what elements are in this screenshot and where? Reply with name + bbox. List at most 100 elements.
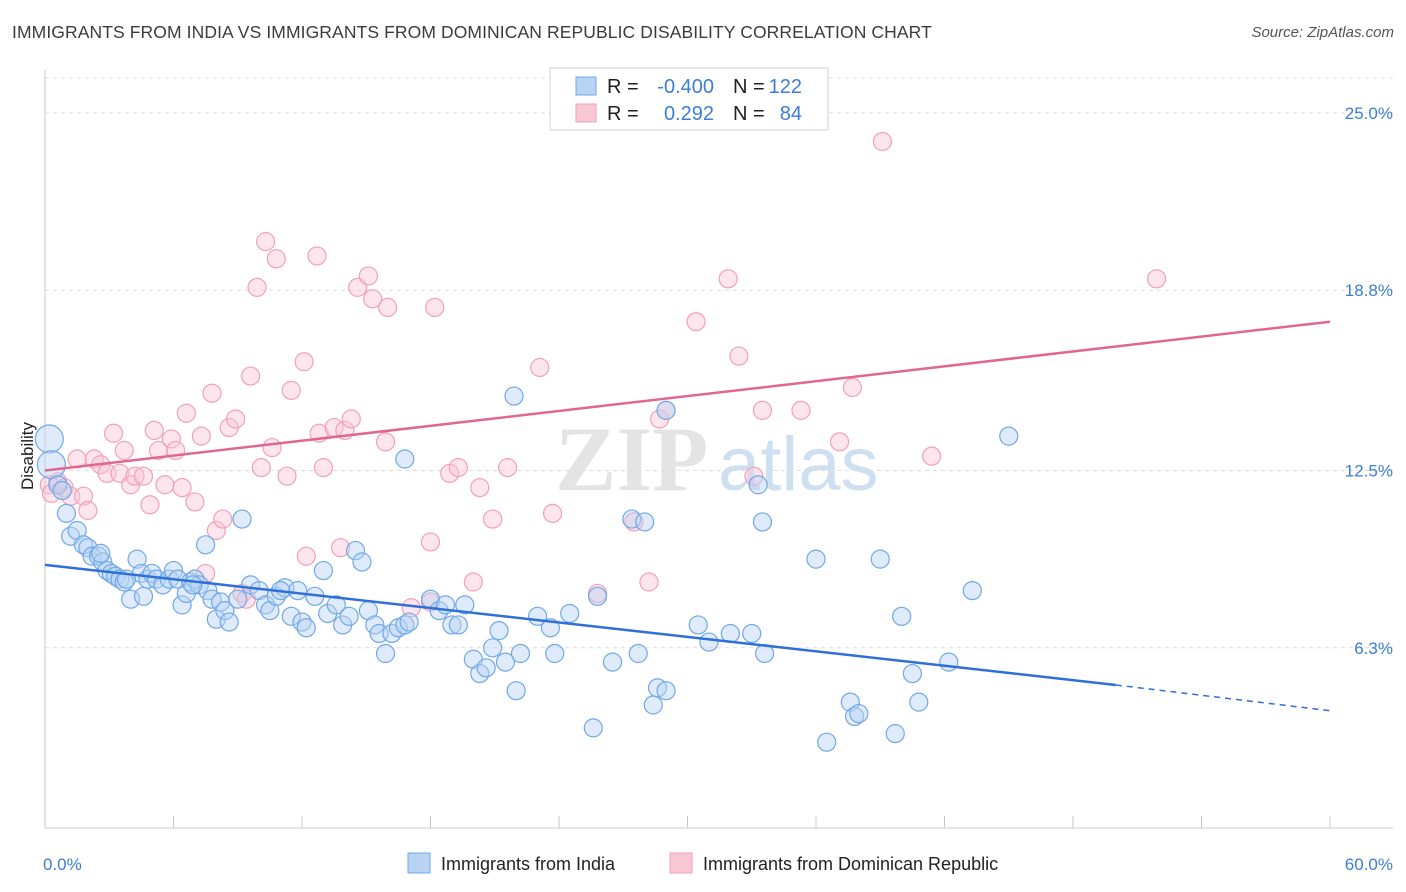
- dr-point: [161, 429, 181, 449]
- india-point: [643, 695, 663, 715]
- dr-point: [241, 366, 261, 386]
- india-point: [628, 643, 648, 664]
- india-point: [91, 543, 111, 564]
- dr-point: [155, 475, 175, 495]
- dr-point: [277, 466, 297, 486]
- india-point: [228, 589, 248, 609]
- dr-point: [281, 380, 301, 400]
- india-point: [52, 480, 72, 501]
- india-point: [196, 535, 216, 555]
- dr-point: [791, 400, 811, 420]
- india-point: [699, 632, 719, 652]
- india-point: [909, 692, 929, 712]
- dr-point: [363, 289, 383, 309]
- dr-point: [103, 423, 124, 443]
- trend-lines: [44, 320, 1331, 712]
- y-tick-label: 18.8%: [1345, 281, 1393, 300]
- dr-point: [185, 492, 205, 512]
- india-point: [504, 386, 524, 406]
- india-point: [399, 612, 419, 632]
- chart-title: IMMIGRANTS FROM INDIA VS IMMIGRANTS FROM…: [12, 22, 932, 42]
- india-point: [806, 549, 826, 569]
- india-point: [260, 601, 280, 621]
- bottom-legend-label-dr: Immigrants from Dominican Republic: [703, 854, 998, 874]
- series-legend: Immigrants from India Immigrants from Do…: [407, 852, 998, 874]
- correlation-legend: R = -0.400 N = 122 R = 0.292 N = 84: [549, 67, 829, 131]
- dr-point: [191, 426, 211, 446]
- dr-point: [542, 503, 563, 523]
- dr-point: [463, 572, 483, 592]
- dr-point: [842, 377, 863, 398]
- legend-swatch-dr: [575, 103, 597, 123]
- series-india-points: [34, 386, 1019, 752]
- dr-point: [73, 486, 94, 506]
- legend-dr-r-label: R =: [607, 103, 639, 125]
- dr-point: [718, 269, 738, 289]
- india-point: [635, 512, 655, 532]
- legend-swatch-india: [575, 76, 597, 96]
- dr-point: [144, 420, 164, 441]
- dr-point: [251, 457, 271, 478]
- india-point: [495, 652, 516, 672]
- india-point: [352, 552, 372, 572]
- dr-point: [114, 440, 134, 461]
- dr-point: [176, 403, 196, 423]
- india-point: [455, 595, 475, 615]
- bottom-legend-swatch-india: [407, 852, 431, 874]
- india-trend-extension: [1115, 684, 1331, 712]
- india-point: [232, 509, 252, 529]
- india-point: [656, 400, 676, 420]
- dr-point: [375, 432, 396, 452]
- dr-point: [425, 297, 445, 318]
- dr-point: [448, 457, 468, 478]
- india-point: [281, 606, 301, 626]
- watermark-atlas: atlas: [718, 422, 879, 507]
- india-point: [127, 549, 147, 569]
- india-point: [489, 621, 509, 641]
- india-point: [752, 512, 773, 532]
- dr-point: [341, 409, 361, 429]
- india-point: [656, 681, 676, 701]
- india-point: [288, 580, 308, 601]
- x-tick-label-min: 0.0%: [43, 855, 82, 874]
- dr-point: [872, 131, 892, 152]
- india-point: [219, 612, 239, 632]
- dr-point: [829, 432, 850, 452]
- india-point: [56, 503, 77, 523]
- source-credit: Source: ZipAtlas.com: [1251, 24, 1394, 41]
- dr-point: [266, 249, 286, 269]
- india-point: [849, 703, 869, 724]
- legend-dr-r-value: 0.292: [664, 103, 714, 125]
- dr-point: [206, 520, 226, 541]
- india-point: [870, 549, 890, 569]
- legend-india-n-value: 122: [769, 76, 802, 98]
- india-point: [962, 580, 982, 601]
- india-point: [587, 586, 608, 606]
- y-tick-label: 12.5%: [1345, 461, 1393, 480]
- india-point: [326, 595, 346, 615]
- india-point: [36, 450, 67, 480]
- dr-point: [470, 478, 490, 498]
- dr-point: [378, 297, 398, 318]
- dr-point: [226, 409, 246, 429]
- legend-dr-n-label: N =: [733, 103, 765, 125]
- india-point: [339, 606, 359, 626]
- india-point: [345, 540, 366, 561]
- india-point: [215, 601, 235, 621]
- india-point: [902, 663, 922, 684]
- bottom-legend-label-india: Immigrants from India: [441, 854, 616, 874]
- dr-point: [1146, 269, 1167, 289]
- y-axis-label: Disability: [18, 421, 37, 490]
- dr-point: [255, 232, 276, 252]
- india-point: [296, 618, 316, 638]
- india-point: [742, 623, 762, 644]
- india-point: [892, 606, 912, 626]
- dr-point: [752, 400, 773, 420]
- india-point: [817, 732, 837, 752]
- dr-point: [358, 266, 378, 286]
- legend-india-n-label: N =: [733, 76, 765, 98]
- dr-point: [262, 437, 282, 458]
- dr-point: [307, 246, 327, 266]
- india-point: [939, 652, 959, 672]
- india-point: [442, 615, 462, 635]
